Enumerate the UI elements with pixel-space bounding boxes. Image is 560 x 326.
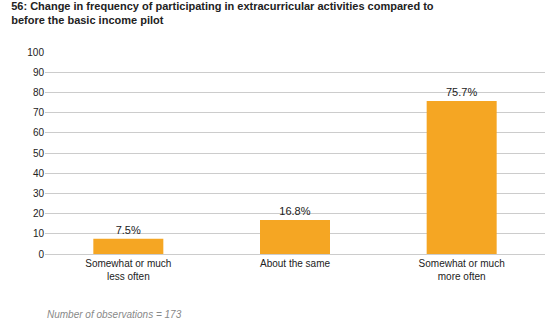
- svg-text:56: Change in frequency of par: 56: Change in frequency of participating…: [11, 0, 434, 26]
- svg-text:75.7%: 75.7%: [446, 86, 477, 98]
- svg-text:16.8%: 16.8%: [279, 205, 310, 217]
- svg-text:0: 0: [38, 249, 44, 260]
- svg-text:40: 40: [33, 168, 45, 179]
- svg-text:About the same: About the same: [260, 258, 330, 269]
- svg-text:80: 80: [33, 87, 45, 98]
- svg-text:Somewhat or muchmore often: Somewhat or muchmore often: [419, 258, 505, 282]
- svg-text:90: 90: [33, 67, 45, 78]
- svg-text:60: 60: [33, 127, 45, 138]
- svg-text:Number of observations = 173: Number of observations = 173: [47, 309, 182, 320]
- svg-text:10: 10: [33, 228, 45, 239]
- svg-text:7.5%: 7.5%: [116, 224, 141, 236]
- svg-text:50: 50: [33, 148, 45, 159]
- svg-text:20: 20: [33, 208, 45, 219]
- svg-text:Somewhat or muchless often: Somewhat or muchless often: [85, 258, 171, 282]
- svg-text:100: 100: [27, 47, 44, 58]
- svg-text:70: 70: [33, 107, 45, 118]
- svg-text:30: 30: [33, 188, 45, 199]
